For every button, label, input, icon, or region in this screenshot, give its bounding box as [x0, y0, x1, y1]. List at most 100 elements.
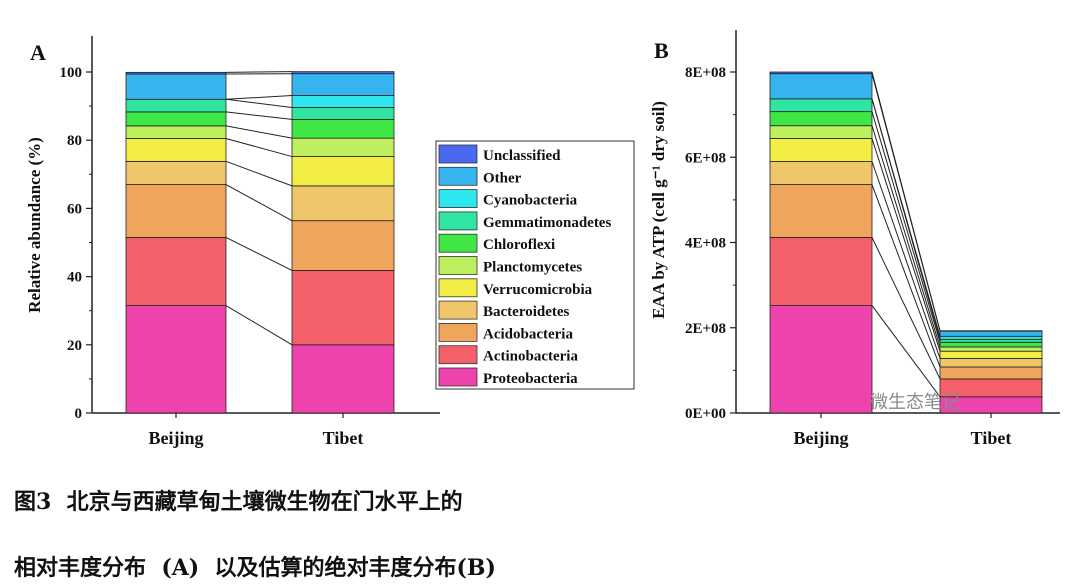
y-tick-label: 4E+08 [685, 236, 726, 252]
connector-line-verrucomicrobia [871, 138, 941, 352]
bar-segment-unclassified-beijing [769, 71, 873, 75]
connector-line-chloroflexi [871, 111, 941, 343]
connector-line-actinobacteria [871, 237, 941, 380]
legend-swatch-actinobacteria [438, 345, 478, 365]
bar-segment-gemmatimonadetes-tibet [939, 338, 1043, 343]
connector-line-acidobacteria [225, 184, 293, 222]
legend-label-proteobacteria: Proteobacteria [483, 371, 578, 387]
legend-swatch-bacteroidetes [438, 300, 478, 320]
connector-line-proteobacteria [225, 305, 293, 346]
legend-label-bacteroidetes: Bacteroidetes [483, 304, 570, 320]
legend-swatch-planctomycetes [438, 256, 478, 275]
bar-segment-unclassified-tibet [291, 71, 395, 75]
connector-line-cyanobacteria [871, 98, 941, 337]
bar-segment-actinobacteria-tibet [291, 270, 395, 346]
legend-swatch-chloroflexi [438, 233, 478, 253]
watermark-text: 微生态笔记 [870, 392, 960, 413]
bar-segment-acidobacteria-beijing [125, 184, 227, 238]
bar-segment-gemmatimonadetes-beijing [125, 98, 227, 113]
legend-label-cyanobacteria: Cyanobacteria [483, 193, 578, 209]
figure-caption-line-2: 相对丰度分布 (A) 以及估算的绝对丰度分布(B) [14, 555, 496, 581]
y-axis-label: EAA by ATP (cell g⁻¹ dry soil) [649, 101, 668, 319]
legend-label-actinobacteria: Actinobacteria [483, 349, 578, 365]
bar-segment-bacteroidetes-tibet [291, 185, 395, 222]
legend-label-acidobacteria: Acidobacteria [483, 326, 573, 342]
bar-segment-actinobacteria-beijing [769, 236, 873, 306]
connector-line-proteobacteria [871, 305, 941, 398]
bar-segment-unclassified-beijing [125, 71, 227, 75]
y-tick-label: 40 [67, 270, 82, 286]
legend-label-other: Other [483, 170, 522, 186]
legend-label-chloroflexi: Chloroflexi [483, 237, 555, 253]
y-tick-label: 20 [67, 338, 82, 354]
connector-line-cyanobacteria [225, 95, 293, 100]
bar-segment-chloroflexi-tibet [291, 118, 395, 139]
legend-label-unclassified: Unclassified [483, 148, 561, 164]
y-tick-label: 8E+08 [685, 65, 726, 81]
legend-swatch-cyanobacteria [438, 189, 478, 209]
x-tick-label-beijing: Beijing [148, 428, 203, 448]
x-tick-label-tibet: Tibet [971, 428, 1012, 448]
bar-segment-verrucomicrobia-beijing [125, 138, 227, 162]
bar-segment-proteobacteria-beijing [125, 305, 227, 414]
bar-segment-other-beijing [769, 73, 873, 100]
legend-label-planctomycetes: Planctomycetes [483, 260, 582, 276]
bar-segment-gemmatimonadetes-tibet [291, 107, 395, 120]
bar-segment-other-tibet [939, 330, 1043, 337]
bar-segment-bacteroidetes-beijing [769, 161, 873, 185]
legend-swatch-gemmatimonadetes [438, 211, 478, 231]
connector-line-gemmatimonadetes [225, 98, 293, 108]
bar-segment-cyanobacteria-tibet [939, 335, 1043, 340]
y-axis-label: Relative abundance (%) [25, 137, 44, 313]
y-tick-label: 80 [67, 133, 82, 149]
connector-line-acidobacteria [871, 184, 941, 368]
y-tick-label: 0 [75, 406, 83, 422]
connector-line-chloroflexi [225, 111, 293, 120]
bar-segment-chloroflexi-tibet [939, 341, 1043, 348]
bar-segment-bacteroidetes-tibet [939, 358, 1043, 368]
x-tick-label-tibet: Tibet [323, 428, 364, 448]
connector-line-planctomycetes [225, 125, 293, 139]
connector-line-unclassified [225, 71, 293, 73]
bar-segment-verrucomicrobia-beijing [769, 138, 873, 162]
y-tick-label: 60 [67, 201, 82, 217]
bar-segment-actinobacteria-beijing [125, 236, 227, 306]
legend-label-verrucomicrobia: Verrucomicrobia [483, 282, 593, 298]
bar-segment-acidobacteria-tibet [939, 366, 1043, 380]
panel-letter-A: A [30, 40, 46, 65]
bar-segment-chloroflexi-beijing [125, 111, 227, 127]
panel-letter-B: B [654, 38, 669, 63]
connector-line-planctomycetes [871, 125, 941, 348]
bar-segment-planctomycetes-tibet [939, 346, 1043, 352]
bar-segment-acidobacteria-beijing [769, 184, 873, 238]
connector-line-bacteroidetes [871, 161, 941, 359]
bar-segment-bacteroidetes-beijing [125, 160, 227, 185]
legend-swatch-unclassified [438, 144, 478, 164]
bar-segment-planctomycetes-beijing [769, 125, 873, 139]
x-tick-label-beijing: Beijing [793, 428, 848, 448]
y-tick-label: 6E+08 [685, 150, 726, 166]
bar-segment-planctomycetes-beijing [125, 125, 227, 139]
bar-segment-cyanobacteria-tibet [291, 95, 395, 108]
connector-line-verrucomicrobia [225, 138, 293, 158]
bar-segment-verrucomicrobia-tibet [939, 350, 1043, 359]
bar-segment-gemmatimonadetes-beijing [769, 98, 873, 113]
bar-segment-chloroflexi-beijing [769, 111, 873, 127]
bar-segment-other-tibet [291, 73, 395, 96]
y-tick-label: 100 [60, 65, 83, 81]
bar-segment-verrucomicrobia-tibet [291, 156, 395, 187]
legend-swatch-proteobacteria [438, 367, 478, 387]
bar-segment-other-beijing [125, 73, 227, 100]
bar-segment-proteobacteria-beijing [769, 305, 873, 414]
connector-line-unclassified [871, 71, 941, 331]
legend-swatch-other [438, 166, 478, 186]
bar-segment-acidobacteria-tibet [291, 220, 395, 271]
legend-swatch-verrucomicrobia [438, 278, 478, 298]
legend-label-gemmatimonadetes: Gemmatimonadetes [483, 215, 611, 231]
y-tick-label: 0E+00 [685, 406, 726, 422]
connector-line-actinobacteria [225, 236, 293, 271]
connector-line-bacteroidetes [225, 160, 293, 187]
figure-caption-line-1: 图3 北京与西藏草甸土壤微生物在门水平上的 [14, 489, 463, 515]
bar-segment-planctomycetes-tibet [291, 137, 395, 157]
